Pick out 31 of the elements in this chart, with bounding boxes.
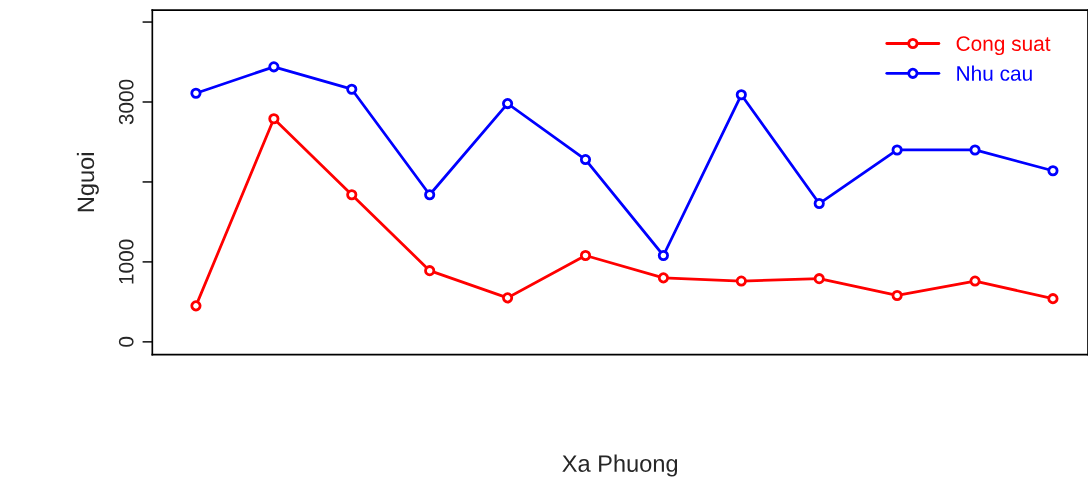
point (424, 265, 436, 277)
point (190, 87, 202, 99)
point (813, 273, 825, 285)
x-axis-title: Xa Phuong (562, 454, 678, 477)
point (346, 83, 358, 95)
legend-label: Cong suat (956, 36, 1051, 56)
point (657, 272, 669, 284)
legend-label: Nhu cau (957, 65, 1032, 81)
point (424, 189, 436, 201)
point (579, 249, 592, 262)
point (579, 154, 592, 166)
point (969, 275, 981, 287)
point (891, 289, 903, 302)
point (813, 197, 825, 210)
point (657, 249, 669, 262)
y-axis-title: Nguoi (76, 153, 99, 212)
point (502, 98, 514, 110)
y-tick-label: 1000 (118, 239, 134, 284)
point (1047, 293, 1059, 305)
y-tick-label: 0 (118, 336, 134, 347)
point (891, 144, 903, 156)
point (268, 61, 280, 73)
point (268, 113, 280, 125)
point (735, 275, 747, 287)
point (190, 300, 202, 312)
point (346, 189, 358, 201)
point (502, 292, 514, 304)
point (735, 89, 747, 101)
point (1047, 165, 1059, 177)
y-tick-label: 3000 (118, 79, 134, 125)
point (969, 144, 981, 156)
